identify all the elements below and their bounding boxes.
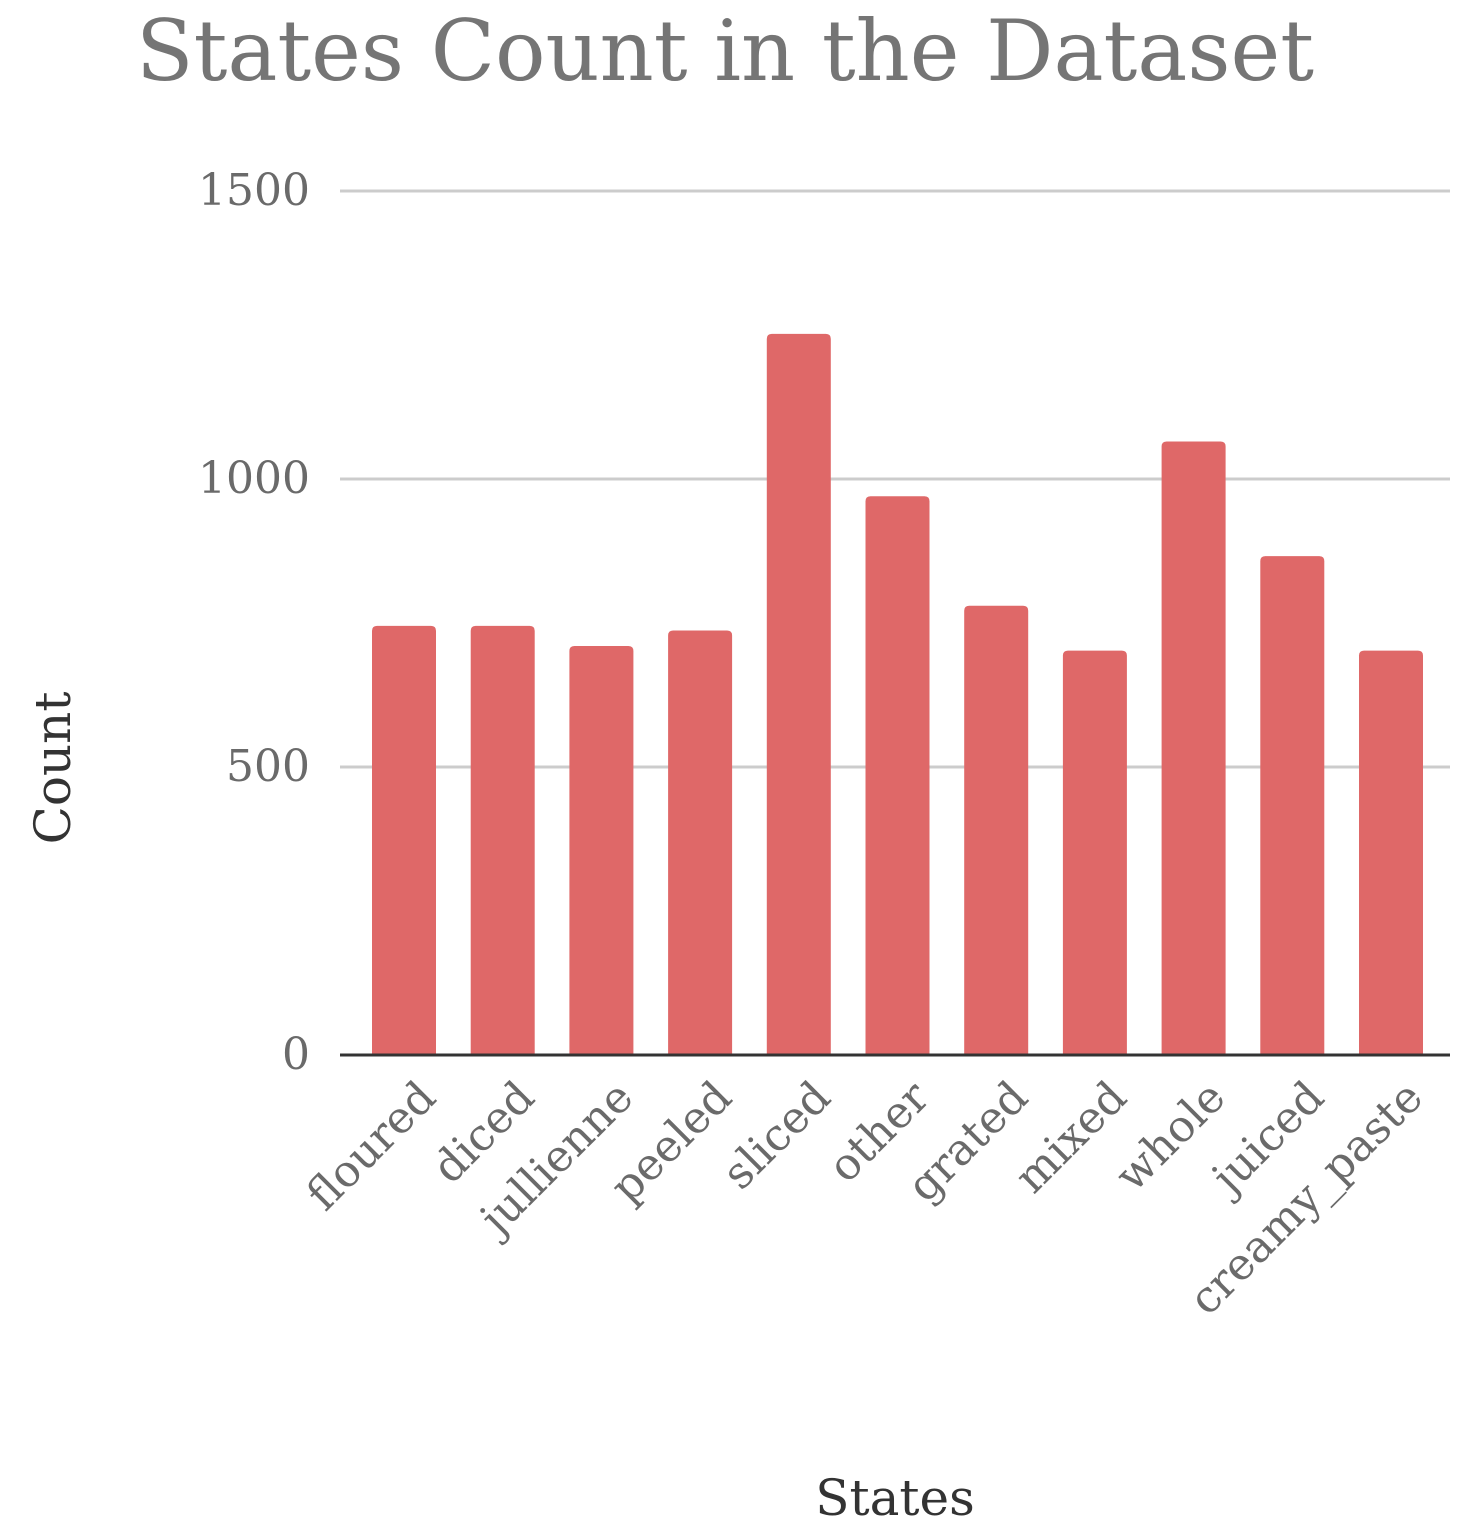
bar-creamy_paste	[1359, 650, 1423, 1055]
x-axis-title: States	[815, 1469, 975, 1527]
bar-mixed	[1062, 650, 1127, 1055]
bars	[372, 333, 1423, 1055]
bar-floured	[372, 625, 436, 1055]
x-tick-label-floured: floured	[297, 1072, 446, 1221]
bar-other	[865, 496, 930, 1055]
y-tick-label: 1000	[198, 453, 310, 504]
y-tick-label: 500	[226, 741, 310, 792]
x-tick-label-whole: whole	[1106, 1072, 1236, 1202]
y-tick-label: 0	[282, 1029, 310, 1080]
bar-sliced	[766, 333, 831, 1055]
y-axis-ticks: 0 500 1000 1500	[198, 165, 310, 1080]
bar-grated	[964, 605, 1029, 1055]
x-tick-label-sliced: sliced	[713, 1072, 841, 1200]
bar-whole	[1161, 441, 1226, 1055]
chart-title: States Count in the Dataset	[136, 2, 1314, 100]
y-axis-title: Count	[24, 692, 82, 845]
bar-diced	[470, 625, 535, 1055]
x-tick-label-mixed: mixed	[1005, 1072, 1136, 1203]
bar-juiced	[1260, 556, 1325, 1055]
bar-jullienne	[569, 646, 634, 1055]
y-tick-label: 1500	[198, 165, 310, 216]
bar-peeled	[668, 630, 733, 1055]
x-axis-ticks: floureddicedjulliennepeeledslicedothergr…	[297, 1071, 1433, 1325]
